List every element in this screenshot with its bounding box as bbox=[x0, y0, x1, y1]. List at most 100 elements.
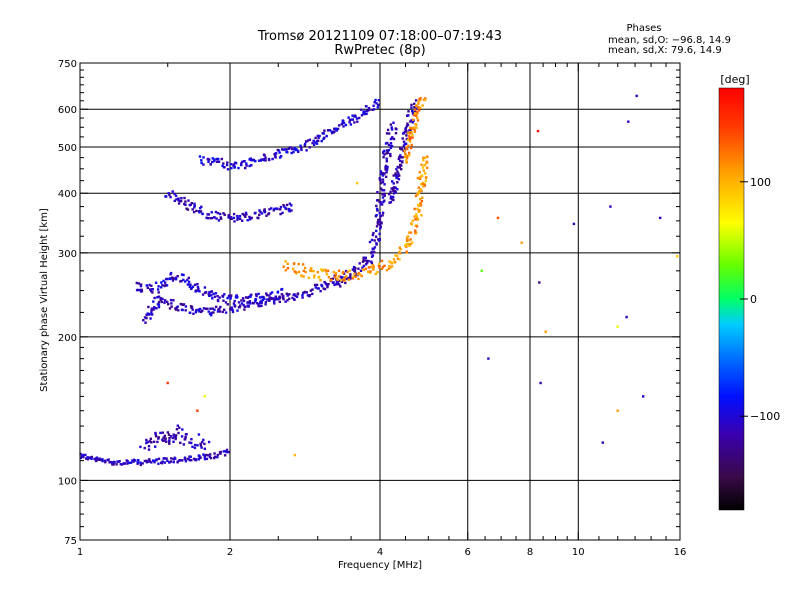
data-point bbox=[407, 134, 411, 138]
data-point bbox=[354, 115, 357, 118]
data-point bbox=[309, 269, 312, 272]
data-point bbox=[249, 302, 252, 305]
data-point bbox=[383, 172, 386, 175]
data-point bbox=[421, 166, 425, 169]
data-point bbox=[287, 297, 291, 300]
data-point bbox=[95, 459, 98, 463]
data-point bbox=[208, 158, 211, 161]
data-point bbox=[210, 290, 213, 293]
data-point bbox=[351, 118, 354, 121]
data-point bbox=[183, 456, 187, 459]
data-point bbox=[364, 267, 368, 271]
data-point bbox=[410, 106, 413, 109]
data-point bbox=[411, 121, 414, 124]
data-point bbox=[172, 299, 175, 302]
data-point bbox=[399, 163, 402, 167]
data-point bbox=[163, 284, 166, 288]
data-point bbox=[360, 274, 363, 278]
data-point bbox=[162, 436, 165, 439]
data-point bbox=[286, 294, 289, 297]
data-point bbox=[152, 459, 155, 462]
data-point bbox=[390, 128, 394, 131]
data-point bbox=[174, 434, 178, 437]
data-point bbox=[413, 126, 416, 129]
data-point bbox=[214, 305, 218, 308]
data-point bbox=[240, 302, 244, 305]
data-point bbox=[164, 437, 167, 440]
data-point bbox=[376, 199, 380, 202]
data-point bbox=[416, 176, 420, 180]
x-tick-label: 8 bbox=[527, 547, 533, 558]
data-point bbox=[177, 202, 181, 205]
data-point bbox=[362, 264, 366, 268]
data-point bbox=[418, 109, 421, 112]
data-point bbox=[82, 455, 85, 459]
data-point bbox=[420, 183, 423, 186]
data-point bbox=[274, 155, 277, 158]
y-tick-label: 400 bbox=[58, 189, 77, 200]
data-point bbox=[248, 158, 251, 161]
data-point bbox=[244, 211, 248, 214]
data-point bbox=[376, 221, 379, 224]
data-point bbox=[496, 216, 500, 220]
data-point bbox=[331, 277, 335, 280]
data-point bbox=[365, 105, 368, 108]
data-point bbox=[375, 225, 379, 228]
data-point bbox=[165, 440, 168, 443]
data-point bbox=[381, 189, 384, 192]
data-point bbox=[384, 175, 388, 178]
data-point bbox=[335, 277, 339, 280]
y-tick-label: 600 bbox=[58, 105, 77, 116]
data-point bbox=[154, 281, 158, 284]
data-point bbox=[336, 280, 339, 284]
data-point bbox=[411, 219, 414, 222]
data-point bbox=[419, 201, 422, 205]
data-point bbox=[236, 216, 239, 220]
data-point bbox=[313, 274, 316, 277]
data-point bbox=[344, 269, 348, 273]
data-point bbox=[425, 176, 428, 179]
data-point bbox=[101, 459, 104, 463]
data-point bbox=[417, 102, 420, 105]
data-point bbox=[422, 159, 425, 162]
data-point bbox=[322, 137, 325, 141]
y-tick-label: 300 bbox=[58, 249, 77, 260]
data-point bbox=[392, 182, 395, 185]
data-point bbox=[139, 284, 143, 288]
data-point bbox=[572, 222, 576, 226]
data-point bbox=[383, 149, 386, 153]
data-point bbox=[190, 286, 193, 289]
data-point bbox=[395, 168, 398, 171]
data-point bbox=[90, 457, 93, 460]
data-point bbox=[219, 452, 222, 455]
data-point bbox=[358, 273, 362, 276]
data-point bbox=[196, 285, 200, 289]
data-point bbox=[423, 184, 427, 187]
data-point bbox=[207, 440, 211, 444]
data-point bbox=[388, 192, 391, 196]
data-point bbox=[285, 148, 288, 151]
data-point bbox=[279, 212, 282, 216]
data-point bbox=[236, 214, 239, 218]
data-point bbox=[331, 281, 335, 284]
data-point bbox=[155, 307, 158, 310]
data-point bbox=[293, 146, 296, 150]
data-point bbox=[139, 463, 142, 467]
data-point bbox=[169, 460, 173, 463]
data-point bbox=[282, 204, 285, 207]
data-point bbox=[313, 283, 317, 287]
data-point bbox=[407, 242, 410, 246]
data-point bbox=[405, 239, 409, 242]
data-point bbox=[306, 139, 310, 142]
data-point bbox=[421, 174, 424, 177]
data-point bbox=[270, 207, 273, 210]
data-point bbox=[398, 258, 401, 261]
data-point bbox=[221, 310, 224, 314]
data-point bbox=[387, 132, 391, 135]
data-point bbox=[386, 141, 389, 145]
data-point bbox=[286, 299, 289, 302]
data-point bbox=[199, 442, 202, 445]
data-point bbox=[212, 311, 215, 314]
data-point bbox=[248, 218, 252, 221]
data-point bbox=[233, 299, 236, 303]
